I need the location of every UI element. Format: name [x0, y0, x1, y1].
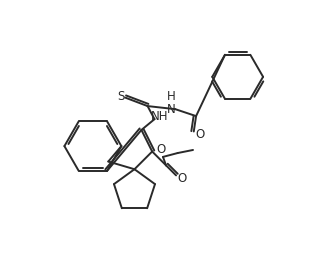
- Text: S: S: [117, 90, 124, 103]
- Text: NH: NH: [150, 110, 168, 123]
- Text: H
N: H N: [167, 90, 176, 116]
- Text: O: O: [195, 128, 204, 141]
- Text: O: O: [177, 172, 187, 185]
- Text: O: O: [156, 143, 165, 157]
